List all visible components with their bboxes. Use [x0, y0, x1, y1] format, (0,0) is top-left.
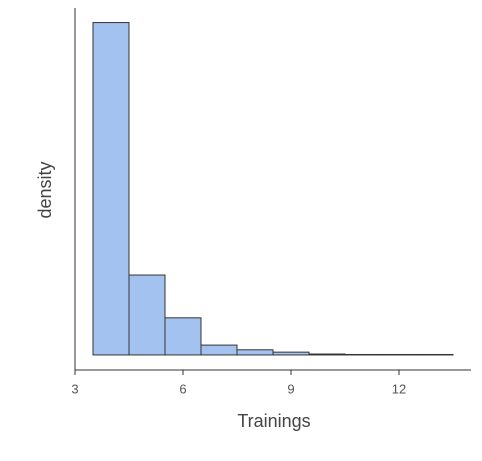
- bar: [200, 344, 238, 356]
- bar: [308, 353, 346, 356]
- bar: [128, 274, 166, 356]
- y-axis-label: density: [35, 161, 55, 218]
- bar: [92, 22, 130, 356]
- x-tick-label: 6: [179, 381, 186, 396]
- x-axis-label: Trainings: [237, 411, 310, 431]
- bar: [164, 317, 202, 356]
- bar: [272, 351, 310, 356]
- bar: [236, 349, 274, 356]
- x-tick-label: 9: [287, 381, 294, 396]
- x-tick-label: 12: [392, 381, 406, 396]
- x-tick-label: 3: [71, 381, 78, 396]
